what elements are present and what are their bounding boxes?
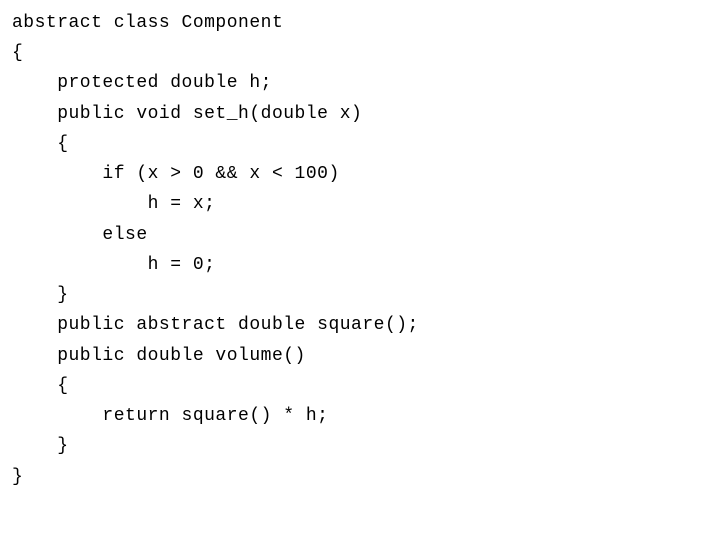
code-block: abstract class Component { protected dou… xyxy=(0,0,720,500)
